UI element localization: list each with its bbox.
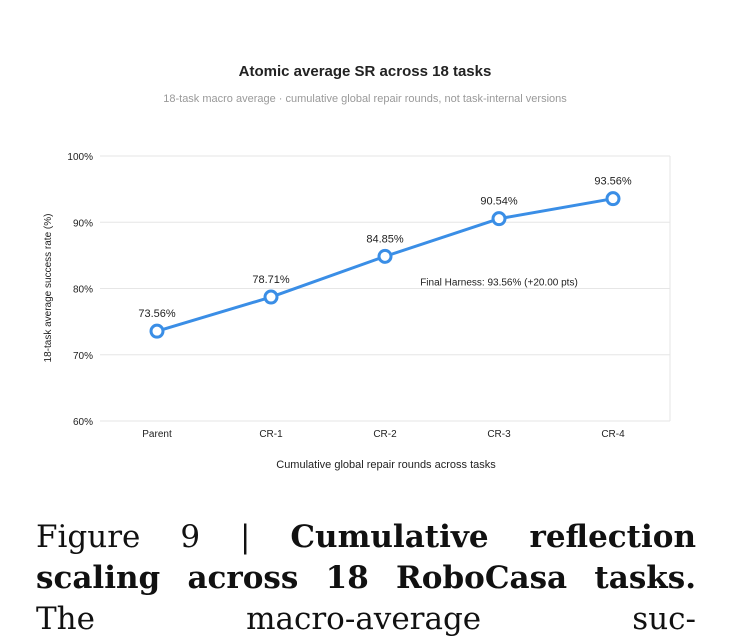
x-tick-label: CR-3	[487, 429, 511, 440]
data-point	[605, 191, 621, 207]
data-point	[149, 323, 165, 339]
data-label: 90.54%	[480, 196, 518, 208]
y-tick-label: 60%	[73, 417, 93, 428]
x-tick-label: CR-4	[601, 429, 625, 440]
x-tick-label: Parent	[142, 429, 172, 440]
y-tick-label: 80%	[73, 285, 93, 296]
annotation-final-harness: Final Harness: 93.56% (+20.00 pts)	[420, 278, 578, 289]
plot-area: 60% 70% 80% 90% 100% Parent CR-1 CR-2 CR-3 CR-4 73…	[67, 152, 671, 440]
chart-title: Atomic average SR across 18 tasks	[239, 63, 492, 80]
data-label: 84.85%	[366, 233, 404, 245]
y-tick-label: 70%	[73, 351, 93, 362]
caption-text: The macro-average suc-	[36, 601, 696, 637]
data-point	[491, 211, 507, 227]
data-label: 78.71%	[252, 274, 290, 286]
line-chart: Atomic average SR across 18 tasks 18-tas…	[43, 63, 671, 471]
caption-bold-title: Cumulative reflection scaling across 18 …	[36, 519, 696, 596]
data-label: 93.56%	[594, 176, 632, 188]
figure-caption: Figure 9 | Cumulative reflection scaling…	[36, 517, 696, 640]
data-point	[263, 289, 279, 305]
x-tick-label: CR-1	[259, 429, 283, 440]
data-point	[377, 248, 393, 264]
y-tick-label: 100%	[67, 152, 93, 163]
data-label: 73.56%	[138, 308, 176, 320]
chart-subtitle: 18-task macro average · cumulative globa…	[163, 93, 567, 105]
y-axis-label: 18-task average success rate (%)	[43, 214, 54, 363]
x-tick-label: CR-2	[373, 429, 397, 440]
caption-figure-label: Figure 9 |	[36, 519, 251, 555]
series-line	[155, 197, 615, 333]
y-tick-label: 90%	[73, 218, 93, 229]
x-axis-label: Cumulative global repair rounds across t…	[276, 459, 496, 471]
